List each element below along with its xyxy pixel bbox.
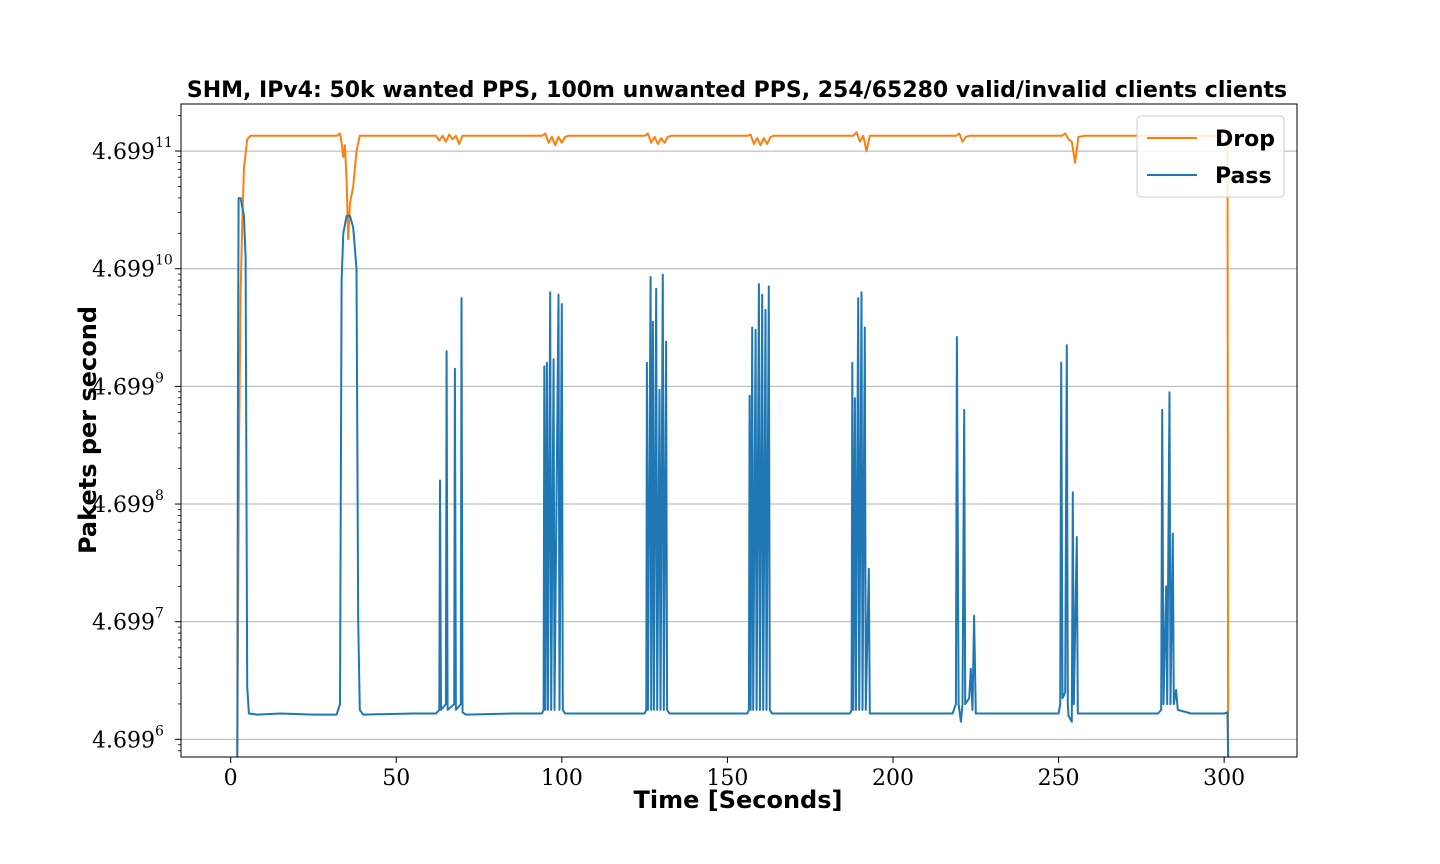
x-tick-label-2: 100 — [541, 766, 583, 791]
y-tick-exp-3: 9 — [155, 370, 164, 386]
y-tick-base-0: 4.699 — [92, 728, 155, 753]
y-axis-label: Pakets per second — [74, 306, 102, 554]
plot-lines — [236, 131, 1230, 757]
y-tick-base-3: 4.699 — [92, 375, 155, 400]
legend-box — [1136, 115, 1285, 198]
grid-lines — [181, 150, 1297, 740]
plot-frame — [180, 103, 1298, 758]
series-line-pass — [236, 197, 1230, 757]
legend-label-drop: Drop — [1215, 127, 1275, 152]
x-axis-label: Time [Seconds] — [633, 786, 842, 814]
y-tick-exp-0: 6 — [155, 723, 164, 739]
y-tick-label-4: 4.699 — [92, 258, 155, 283]
y-tick-label-1: 4.699 — [92, 611, 155, 636]
y-tick-base-1: 4.699 — [92, 611, 155, 636]
x-tick-label-1: 50 — [382, 766, 410, 791]
y-tick-exp-2: 8 — [155, 488, 164, 504]
y-tick-exp-4: 10 — [155, 253, 173, 269]
legend: Drop Pass — [1136, 115, 1285, 198]
chart-title: SHM, IPv4: 50k wanted PPS, 100m unwanted… — [187, 78, 1287, 103]
y-tick-base-5: 4.699 — [92, 140, 155, 165]
y-tick-exp-5: 11 — [155, 135, 173, 151]
x-tick-label-6: 300 — [1203, 766, 1245, 791]
x-axis: 0 50 100 150 200 250 300 — [224, 757, 1245, 791]
y-tick-label-3: 4.699 — [92, 375, 155, 400]
y-tick-base-2: 4.699 — [92, 493, 155, 518]
x-tick-label-4: 200 — [872, 766, 914, 791]
legend-label-pass: Pass — [1215, 164, 1272, 189]
series-line-drop — [236, 131, 1230, 757]
y-tick-exp-1: 7 — [155, 606, 164, 622]
y-tick-label-2: 4.699 — [92, 493, 155, 518]
y-tick-label-5: 4.699 — [92, 140, 155, 165]
y-axis: 4.699 64.699 74.699 84.699 94.699 104.699 11 — [92, 115, 181, 753]
y-tick-label-0: 4.699 — [92, 728, 155, 753]
x-tick-label-5: 250 — [1038, 766, 1080, 791]
y-tick-base-4: 4.699 — [92, 258, 155, 283]
x-tick-label-3: 150 — [706, 766, 748, 791]
x-tick-label-0: 0 — [224, 766, 238, 791]
